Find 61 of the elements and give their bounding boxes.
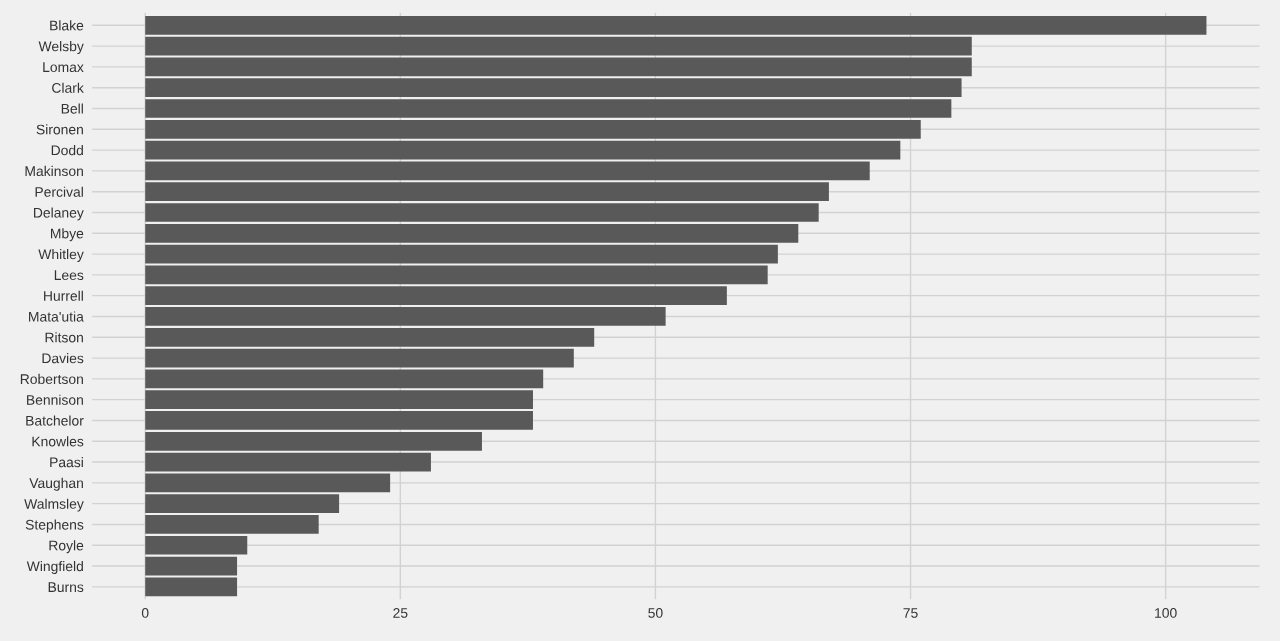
y-tick-label: Mbye (51, 228, 84, 242)
y-tick-label: Bennison (27, 394, 83, 405)
y-tick-label: Ritson (45, 332, 83, 343)
bar (145, 78, 962, 98)
bar (145, 494, 340, 514)
bar (145, 411, 533, 430)
bar (145, 15, 1207, 35)
y-tick-label: Lomax (43, 62, 84, 73)
y-tick-label: Royle (49, 540, 84, 554)
y-tick-label: Lees (54, 270, 84, 281)
y-tick-label: Clark (52, 82, 84, 93)
y-tick-label: Sironen (36, 124, 83, 135)
bar (145, 119, 921, 139)
bar (145, 390, 533, 410)
x-tick-label: 75 (903, 608, 918, 618)
bar (145, 140, 901, 160)
bar (145, 223, 799, 243)
bar (145, 182, 829, 202)
bar (145, 577, 238, 597)
bar (145, 473, 391, 493)
y-tick-label: Burns (48, 582, 84, 593)
x-tick-label: 50 (648, 608, 663, 618)
y-tick-label: Delaney (34, 207, 84, 221)
bar (145, 307, 666, 326)
y-tick-label: Vaughan (29, 477, 83, 491)
y-tick-label: Bell (61, 103, 83, 114)
y-tick-label: Whitley (38, 249, 84, 262)
y-tick-label: Blake (50, 20, 84, 31)
bar (145, 431, 482, 451)
x-tick-label: 100 (1155, 608, 1177, 618)
y-tick-label: Knowles (32, 436, 84, 447)
y-tick-label: Paasi (50, 457, 83, 468)
y-tick-label: Robertson (20, 373, 83, 385)
bar (145, 99, 952, 118)
x-tick-label: 0 (141, 608, 149, 618)
y-tick-label: Walmsley (24, 498, 84, 512)
y-tick-label: Makinson (25, 165, 83, 177)
bar (145, 244, 778, 264)
x-tick-label: 25 (393, 608, 408, 618)
bar (145, 36, 972, 56)
y-tick-label: Stephens (25, 519, 84, 533)
y-tick-label: Davies (42, 353, 84, 364)
bar (145, 452, 431, 472)
y-tick-label: Hurrell (44, 290, 83, 301)
bar (145, 348, 574, 368)
bar (145, 57, 972, 77)
y-tick-label: Wingfield (26, 561, 83, 574)
y-tick-label: Percival (35, 186, 83, 197)
bar (145, 286, 727, 306)
bar (145, 515, 319, 534)
bar (145, 161, 870, 181)
bar (145, 535, 248, 555)
bar (145, 556, 238, 576)
bar (145, 327, 595, 347)
y-tick-label: Mata'utia (29, 311, 84, 322)
bar (145, 203, 819, 222)
bar (145, 265, 768, 285)
y-tick-label: Batchelor (26, 415, 84, 426)
y-tick-label: Dodd (51, 145, 83, 156)
bar (145, 369, 544, 389)
y-tick-label: Welsby (38, 41, 84, 55)
